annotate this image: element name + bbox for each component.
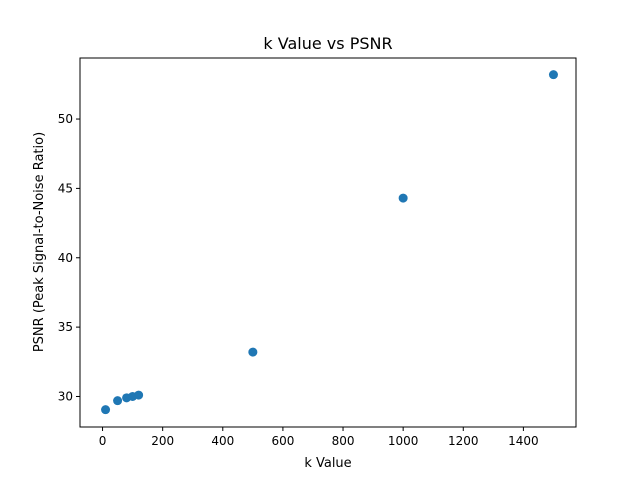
- x-tick-label: 600: [271, 434, 294, 448]
- x-tick-label: 800: [332, 434, 355, 448]
- data-point: [134, 390, 144, 400]
- x-tick-label: 1000: [388, 434, 419, 448]
- data-point: [548, 70, 558, 80]
- x-tick-label: 200: [151, 434, 174, 448]
- x-axis: 0 200 400 600 800 1000 1200 1400: [99, 427, 539, 448]
- data-point: [101, 405, 111, 415]
- x-axis-label: k Value: [304, 456, 351, 471]
- y-tick-label: 45: [58, 181, 73, 195]
- data-point: [398, 193, 408, 203]
- y-tick-label: 35: [58, 320, 73, 334]
- data-point: [248, 347, 258, 357]
- x-tick-label: 400: [211, 434, 234, 448]
- plot-frame: [79, 57, 577, 428]
- y-tick-label: 40: [58, 251, 73, 265]
- chart-title: k Value vs PSNR: [263, 34, 392, 53]
- data-point: [113, 396, 123, 406]
- data-points: [101, 70, 558, 415]
- y-tick-label: 50: [58, 112, 73, 126]
- y-axis-label: PSNR (Peak Signal-to-Noise Ratio): [32, 132, 47, 352]
- y-axis: 30 35 40 45 50: [58, 112, 80, 403]
- x-tick-label: 0: [99, 434, 107, 448]
- x-tick-label: 1400: [508, 434, 539, 448]
- x-tick-label: 1200: [448, 434, 479, 448]
- y-tick-label: 30: [58, 389, 73, 403]
